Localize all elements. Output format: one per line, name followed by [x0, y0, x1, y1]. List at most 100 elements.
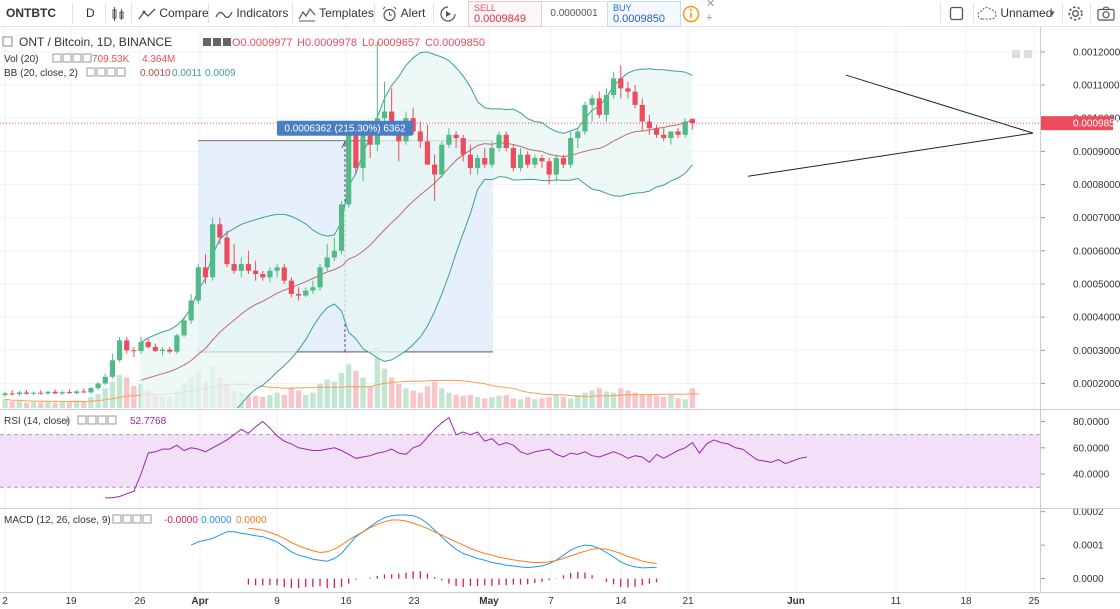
more-icon[interactable] [116, 67, 126, 77]
templates-button[interactable]: Templates [298, 0, 374, 26]
macd-histogram [247, 571, 658, 588]
close-icon[interactable] [97, 415, 107, 425]
candle-body [274, 267, 280, 271]
settings-button[interactable] [1067, 0, 1084, 26]
candle-body [560, 157, 567, 165]
triangle-lower-trendline[interactable] [747, 132, 1034, 177]
volume-bar [453, 394, 459, 408]
time-tick-label: 19 [65, 596, 77, 607]
candle-body [9, 393, 15, 395]
cloud-icon [977, 6, 997, 20]
candle-body [138, 342, 144, 351]
more-icon[interactable] [107, 415, 117, 425]
candle-body [675, 131, 681, 135]
candle-body [52, 391, 58, 394]
eye-icon[interactable] [77, 415, 87, 425]
symbol-search[interactable]: ONTBTC [6, 6, 56, 20]
triangle-upper-trendline[interactable] [845, 74, 1034, 134]
volume-bar [396, 383, 402, 408]
layout-dropdown[interactable]: ▾ [1050, 0, 1055, 26]
time-tick-label: 25 [1028, 596, 1040, 607]
volume-bar [482, 398, 488, 408]
volume-bar [2, 399, 8, 408]
buy-label: BUY [613, 3, 632, 13]
eye-icon[interactable] [112, 514, 122, 524]
macd-legend-buttons[interactable] [112, 514, 152, 524]
volume-legend-buttons[interactable] [52, 53, 92, 63]
ohlc-close: C0.0009850 [425, 37, 485, 49]
toolbar-divider [374, 3, 375, 23]
main-legend: ONT / Bitcoin, 1D, BINANCE O0.0009977 H0… [2, 35, 485, 49]
settings-icon[interactable] [122, 514, 132, 524]
legend-buttons[interactable] [203, 38, 231, 46]
time-tick-label: 2 [2, 596, 8, 607]
candle-body [303, 290, 309, 296]
more-icon[interactable] [82, 53, 92, 63]
candle-body [432, 164, 438, 175]
volume-bar [460, 395, 466, 408]
settings-icon[interactable] [213, 38, 221, 46]
volume-bar [331, 381, 338, 408]
rsi-legend: RSI (14, close) ▾ 52.7768 [4, 415, 167, 427]
volume-bar [52, 402, 58, 408]
rsi-band-fill [0, 434, 1040, 488]
restore-pane-icon[interactable] [1024, 50, 1032, 58]
chart-style-button[interactable] [110, 0, 126, 26]
chevron-down-icon[interactable]: ▾ [64, 416, 69, 427]
volume-bar [102, 388, 108, 408]
volume-bar [338, 373, 345, 408]
spread-value: 0.0000001 [541, 1, 607, 27]
rsi-legend-buttons[interactable] [77, 415, 117, 425]
price-tick-label: 0.0008000 [1073, 180, 1120, 191]
candle-body [31, 392, 37, 394]
maximize-pane-icon[interactable] [1012, 50, 1020, 58]
more-icon[interactable] [142, 514, 152, 524]
volume-ma-line [4, 379, 700, 403]
volume-bar [288, 388, 295, 408]
volume-bar [582, 392, 588, 408]
candle-body [210, 224, 216, 278]
volume-bar [403, 388, 409, 408]
pane-controls[interactable] [1012, 50, 1032, 58]
collapse-legend-icon[interactable] [2, 36, 13, 47]
sell-label: SELL [474, 3, 497, 13]
sell-button[interactable]: SELL 0.0009849 [468, 1, 542, 27]
eye-icon[interactable] [86, 67, 96, 77]
close-icon[interactable] [132, 514, 142, 524]
buy-button[interactable]: BUY 0.0009850 [607, 1, 681, 27]
trade-panel-toggle[interactable]: ✕ + [706, 0, 716, 24]
replay-button[interactable] [440, 0, 456, 26]
close-icon: ✕ [706, 0, 716, 10]
settings-icon[interactable] [96, 67, 106, 77]
eye-icon[interactable] [52, 53, 62, 63]
rsi-tick-label: 60.0000 [1073, 443, 1110, 454]
alert-button[interactable]: Alert [381, 0, 425, 26]
candle-body [625, 88, 631, 92]
macd-legend: MACD (12, 26, close, 9) -0.0000 0.0000 0… [4, 514, 267, 526]
price-tick-label: 0.0006000 [1073, 246, 1120, 257]
candle-body [353, 131, 359, 168]
bb-legend-buttons[interactable] [86, 67, 126, 77]
eye-icon[interactable] [203, 38, 211, 46]
interval-button[interactable]: D [86, 6, 95, 20]
compare-button[interactable]: Compare [138, 0, 209, 26]
settings-icon[interactable] [87, 415, 97, 425]
indicators-button[interactable]: Indicators [215, 0, 288, 26]
candle-body [109, 360, 115, 377]
fullscreen-button[interactable] [949, 0, 964, 26]
settings-icon[interactable] [62, 53, 72, 63]
snapshot-button[interactable] [1097, 0, 1115, 26]
compare-label: Compare [159, 6, 209, 20]
alarm-clock-icon [382, 6, 397, 21]
rsi-label: RSI (14, close) [4, 416, 70, 427]
volume-bar [496, 395, 502, 408]
layout-save-button[interactable]: Unnamed [977, 0, 1052, 26]
chart-area[interactable]: 2 19 26 Apr 9 16 23 May 7 14 21 Jun 11 18 25 0.0012000… [0, 27, 1120, 609]
info-button[interactable] [682, 0, 700, 26]
measure-label-box [277, 120, 413, 136]
more-icon[interactable] [223, 38, 231, 46]
volume-bar [310, 392, 316, 408]
close-icon[interactable] [106, 67, 116, 77]
close-icon[interactable] [72, 53, 82, 63]
candle-body [331, 250, 337, 258]
